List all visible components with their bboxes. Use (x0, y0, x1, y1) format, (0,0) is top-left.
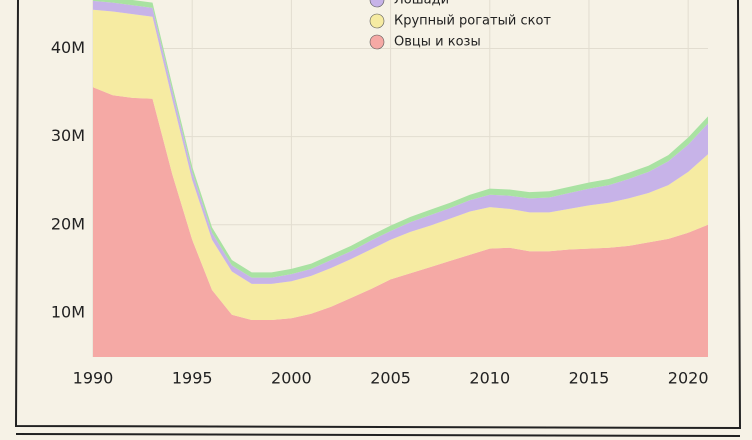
x-tick-label: 1995 (172, 369, 213, 388)
x-tick-label: 2005 (370, 369, 411, 388)
area (93, 87, 708, 358)
x-tick-label: 2015 (569, 369, 610, 388)
x-tick-label: 2000 (271, 369, 312, 388)
x-tick-label: 1990 (73, 369, 114, 388)
legend-swatch (369, 13, 385, 29)
frame-line (15, 433, 741, 437)
area (93, 9, 708, 320)
legend-label: Крупный рогатый скот (394, 14, 551, 29)
y-tick-label: 40M (51, 38, 85, 57)
y-tick-label: 30M (51, 126, 85, 145)
legend-label: Овцы и козы (394, 35, 481, 50)
y-tick-label: 20M (51, 214, 85, 233)
legend-swatch (369, 0, 385, 8)
x-tick-label: 2020 (668, 369, 709, 388)
y-tick-label: 10M (51, 302, 85, 321)
area (93, 0, 708, 284)
legend-swatch (369, 34, 385, 50)
legend-label: Лошади (394, 0, 449, 8)
plot-area: 10M 20M 30M 40M 1990 1995 2000 2005 2010 2015 2020… (51, 0, 709, 388)
frame (14, 0, 742, 430)
area (93, 0, 708, 278)
x-tick-label: 2010 (469, 369, 510, 388)
